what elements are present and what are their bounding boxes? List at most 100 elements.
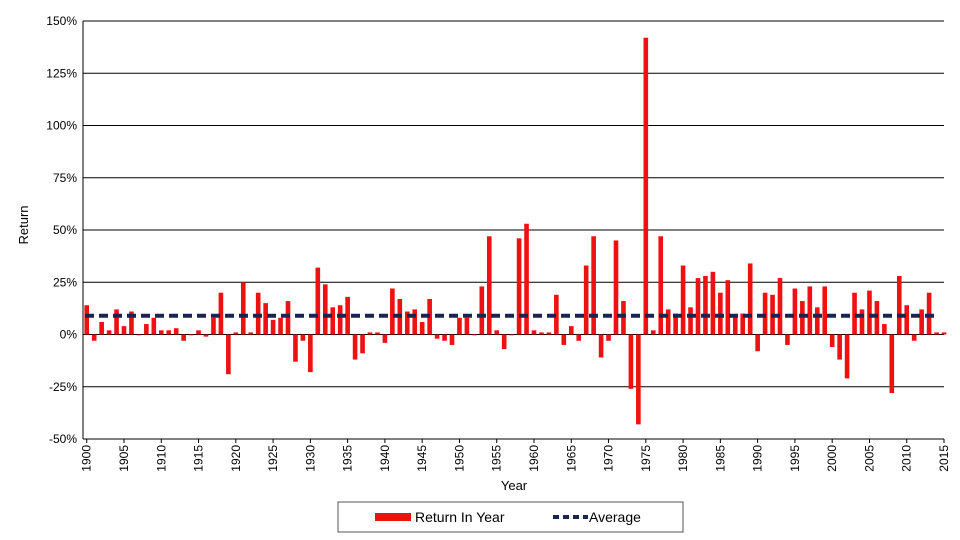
bar [382, 334, 388, 343]
bar [419, 321, 425, 335]
bar [255, 292, 261, 335]
bar [330, 307, 336, 335]
y-tick-label: 150% [46, 14, 77, 28]
x-tick-label: 1910 [154, 445, 168, 472]
bar [837, 334, 842, 360]
x-tick-label: 2005 [862, 445, 876, 472]
bar [636, 334, 641, 425]
bar [472, 334, 477, 336]
bar [598, 334, 604, 358]
bar [158, 330, 164, 335]
bar [218, 292, 224, 335]
bar [867, 290, 872, 335]
y-tick-label: -50% [49, 432, 77, 446]
bar [442, 334, 447, 341]
bar [822, 286, 828, 335]
bar [718, 292, 723, 335]
bar [747, 263, 753, 335]
bar [166, 330, 172, 335]
bar [404, 311, 410, 335]
bar [360, 334, 365, 354]
x-tick-label: 1955 [490, 445, 504, 472]
x-tick-label: 1945 [415, 445, 429, 472]
bar [688, 307, 693, 335]
bar [121, 326, 127, 335]
bar [785, 334, 790, 345]
x-tick-label: 1900 [80, 445, 94, 472]
bar [896, 275, 902, 335]
bar [613, 240, 619, 335]
bar [591, 236, 596, 335]
x-tick-label: 1965 [564, 445, 578, 472]
y-axis-label: Return [16, 205, 31, 244]
bar [501, 334, 507, 350]
y-tick-label: -25% [49, 380, 77, 394]
bar [352, 334, 358, 360]
bar [725, 280, 731, 335]
bar [345, 296, 350, 335]
x-tick-label: 1920 [229, 445, 243, 472]
x-tick-label: 1975 [639, 445, 653, 472]
x-tick-label: 2010 [900, 445, 914, 472]
y-tick-label: 0% [60, 328, 78, 342]
x-tick-label: 1960 [527, 445, 541, 472]
x-tick-label: 1940 [378, 445, 392, 472]
bar [315, 267, 321, 335]
bar [270, 319, 276, 335]
bar [740, 313, 746, 335]
bar [278, 317, 283, 335]
bar [233, 332, 239, 335]
bar [308, 334, 313, 373]
y-tick-label: 50% [53, 223, 77, 237]
bar [650, 330, 656, 335]
y-tick-label: 125% [46, 66, 77, 80]
x-tick-label: 1925 [266, 445, 280, 472]
bar [583, 265, 589, 335]
bar [337, 305, 343, 335]
bar [226, 334, 231, 375]
bar [211, 317, 216, 335]
bar [755, 334, 760, 352]
bar [777, 278, 783, 335]
bar [844, 334, 850, 379]
bar [144, 324, 149, 335]
bar [322, 284, 328, 335]
bar [486, 236, 492, 335]
x-tick-label: 1905 [117, 445, 131, 472]
bar [882, 324, 887, 335]
bar [84, 305, 90, 335]
bar [621, 301, 626, 335]
bar [188, 334, 194, 336]
bar [240, 282, 246, 335]
y-tick-label: 75% [53, 171, 77, 185]
bar [263, 303, 268, 335]
bar [99, 321, 104, 335]
bar [941, 332, 947, 335]
x-tick-label: 1915 [192, 445, 206, 472]
bar [874, 301, 880, 335]
bar [800, 301, 805, 335]
bar [561, 334, 567, 345]
x-tick-label: 1935 [341, 445, 355, 472]
bar [114, 309, 119, 335]
y-tick-label: 25% [53, 275, 77, 289]
bar [412, 309, 418, 335]
bar [91, 334, 97, 341]
bar [539, 332, 544, 335]
bar [568, 326, 574, 335]
bar [390, 288, 395, 335]
x-tick-label: 1970 [602, 445, 616, 472]
bar [904, 305, 910, 335]
bar [889, 334, 895, 394]
bar [792, 288, 798, 335]
bar [136, 334, 142, 336]
bar [106, 330, 112, 335]
bar [151, 317, 157, 335]
bar [703, 275, 708, 335]
bar [859, 309, 865, 335]
bar [516, 238, 522, 335]
bar [173, 328, 179, 335]
bar [680, 265, 686, 335]
bar [293, 334, 298, 362]
